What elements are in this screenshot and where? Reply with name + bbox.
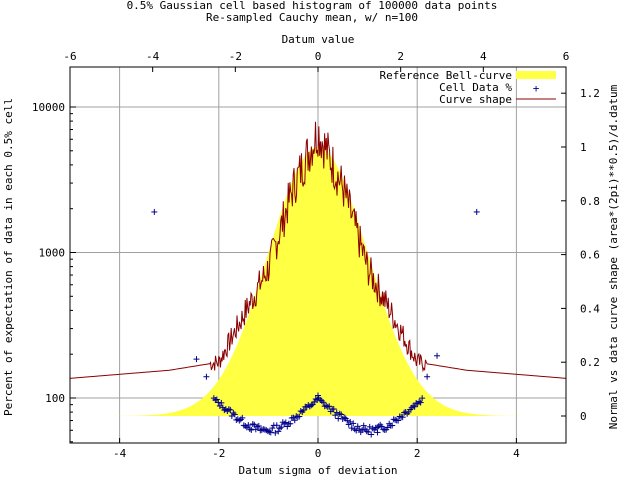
legend-label-cell: Cell Data %: [439, 81, 512, 94]
x-top-tick-label: 2: [397, 50, 404, 63]
x-top-tick-label: -4: [146, 50, 160, 63]
x-top-tick-label: 6: [563, 50, 570, 63]
y-left-tick-label: 100: [45, 392, 65, 405]
y-right-tick-label: 1: [580, 141, 587, 154]
x-bottom-tick-label: 4: [513, 447, 520, 460]
x-top-tick-label: 4: [480, 50, 487, 63]
y-left-tick-label: 10000: [32, 101, 65, 114]
right-axis-label: Normal vs data curve shape (area*(2pi)**…: [607, 84, 620, 429]
chart-title: 0.5% Gaussian cell based histogram of 10…: [127, 0, 498, 12]
cell-data-points: [151, 208, 480, 438]
legend: Reference Bell-curve Cell Data % + Curve…: [380, 69, 556, 106]
chart-subtitle: Re-sampled Cauchy mean, w/ n=100: [206, 11, 418, 24]
tick-labels: -4 -2 0 2 4 -6 -4 -2 0 2 4 6 100 1000 10000 0 0.2 0.4 0.6 0…: [32, 50, 600, 460]
top-axis-label: Datum value: [282, 33, 355, 46]
bell-curve-area: [70, 147, 566, 416]
x-top-tick-label: -6: [63, 50, 76, 63]
y-right-tick-label: 0: [580, 410, 587, 423]
legend-swatch-bell: [516, 71, 556, 79]
y-right-tick-label: 0.6: [580, 249, 600, 262]
legend-label-bell: Reference Bell-curve: [380, 69, 512, 82]
y-right-tick-label: 0.4: [580, 302, 600, 315]
y-right-tick-label: 0.2: [580, 356, 600, 369]
x-top-tick-label: 0: [315, 50, 322, 63]
x-bottom-tick-label: -4: [113, 447, 127, 460]
left-axis-label: Percent of expectation of data in each 0…: [2, 98, 15, 416]
y-right-tick-label: 0.8: [580, 195, 600, 208]
x-top-tick-label: -2: [229, 50, 242, 63]
y-right-tick-label: 1.2: [580, 87, 600, 100]
legend-marker-cell: +: [533, 82, 540, 95]
reference-bell-curve: [70, 147, 566, 416]
legend-label-curve: Curve shape: [439, 93, 512, 106]
y-left-tick-label: 1000: [39, 247, 66, 260]
bottom-axis-label: Datum sigma of deviation: [239, 464, 398, 477]
plot-frame: [69, 66, 567, 444]
curve-shape-line: [69, 121, 567, 379]
x-bottom-tick-label: 0: [315, 447, 322, 460]
axis-ticks: [69, 67, 567, 443]
curve-shape-path: [69, 121, 567, 379]
x-bottom-tick-label: 2: [414, 447, 421, 460]
x-bottom-tick-label: -2: [212, 447, 225, 460]
